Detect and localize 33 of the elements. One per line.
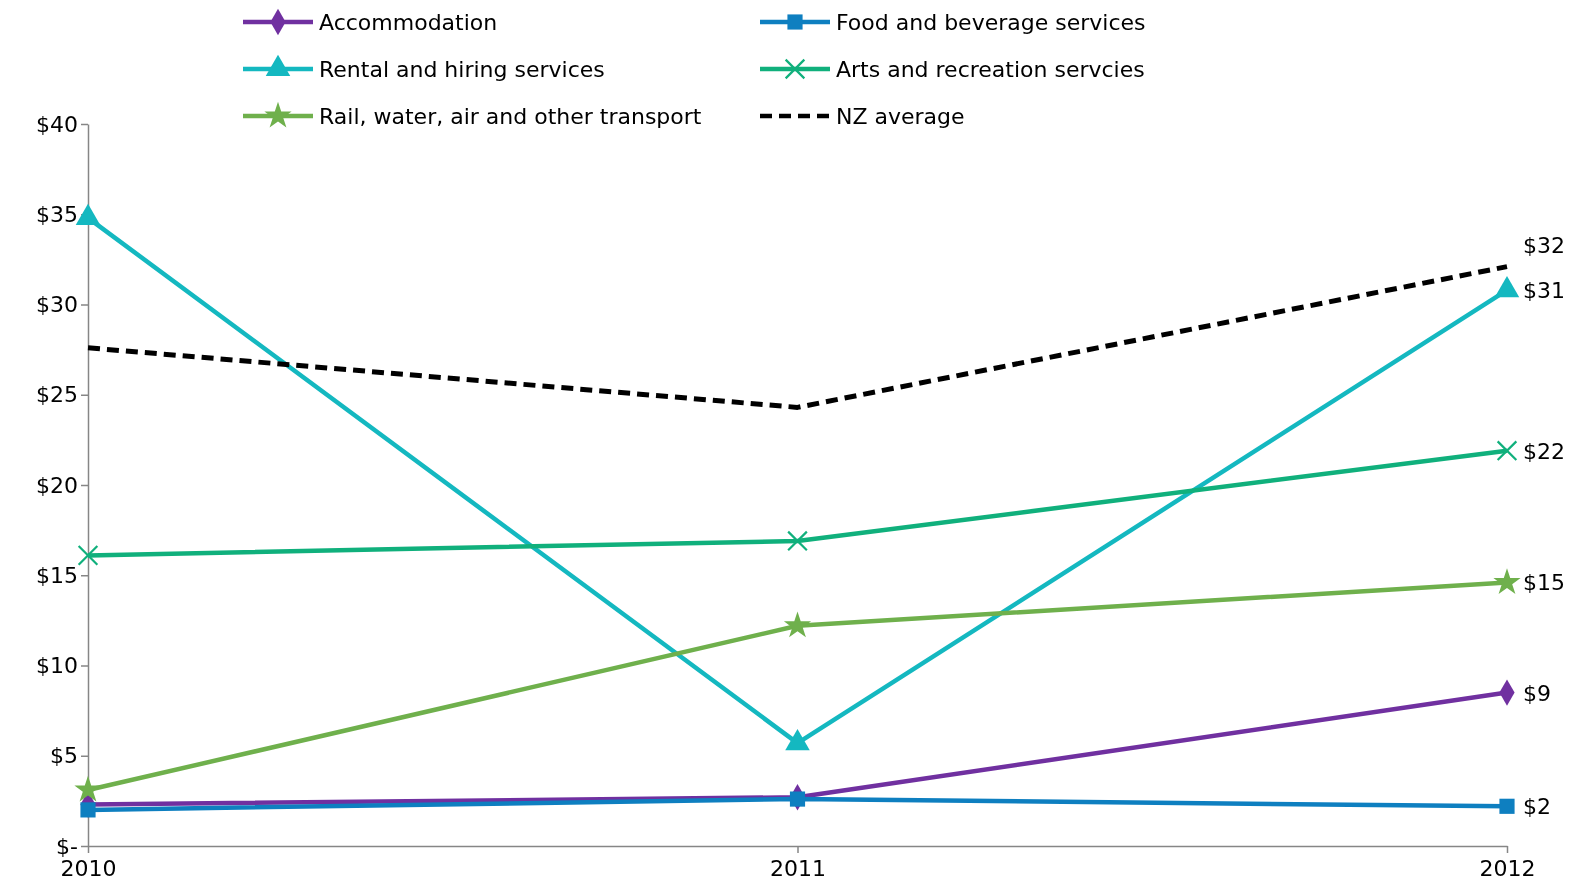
point — [1494, 275, 1520, 298]
point — [789, 791, 806, 807]
legend-label: Accommodation — [319, 9, 498, 35]
point — [787, 530, 808, 552]
y-tick-label: $20 — [36, 472, 78, 498]
data-label: $9 — [1523, 680, 1551, 706]
legend-label: NZ average — [836, 103, 965, 129]
legend-label: Rail, water, air and other transport — [319, 103, 702, 129]
data-label: $32 — [1523, 232, 1565, 258]
point — [75, 203, 101, 225]
legend-label: Arts and recreation servcies — [836, 56, 1145, 82]
point — [80, 802, 96, 818]
y-tick-label: $25 — [36, 382, 78, 408]
data-label: $22 — [1523, 438, 1565, 464]
y-tick-label: $40 — [36, 111, 78, 137]
y-tick-label: $30 — [36, 292, 78, 318]
y-tick-label: $15 — [36, 562, 78, 588]
y-tick-label: $35 — [36, 201, 78, 227]
point — [74, 775, 102, 802]
data-label: $31 — [1523, 278, 1565, 304]
point — [1493, 568, 1521, 595]
x-tick-label: 2011 — [770, 855, 826, 881]
legend-label: Food and beverage services — [836, 9, 1146, 35]
y-tick-label: $- — [56, 833, 78, 859]
y-tick-label: $10 — [36, 653, 78, 679]
y-tick-label: $5 — [50, 743, 78, 769]
point — [783, 611, 812, 638]
x-tick-label: 2012 — [1479, 855, 1536, 881]
data-label: $15 — [1523, 570, 1565, 596]
point — [77, 544, 99, 566]
legend-label: Rental and hiring services — [319, 56, 605, 82]
point — [1499, 798, 1515, 814]
data-label: $2 — [1523, 794, 1551, 820]
